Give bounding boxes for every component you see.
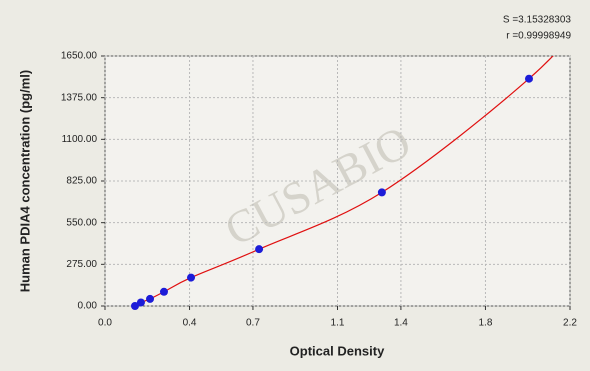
annotation: r =0.99998949 bbox=[506, 31, 571, 42]
y-tick-label: 1100.00 bbox=[62, 134, 98, 145]
x-tick-label: 1.8 bbox=[479, 318, 493, 329]
y-tick-label: 1375.00 bbox=[61, 92, 98, 103]
y-tick-label: 825.00 bbox=[66, 176, 97, 187]
data-point bbox=[187, 273, 196, 282]
x-axis-title: Optical Density bbox=[290, 343, 385, 358]
data-point bbox=[146, 294, 155, 303]
data-point bbox=[377, 188, 386, 197]
y-tick-label: 1650.00 bbox=[61, 51, 98, 62]
x-tick-label: 0.4 bbox=[183, 318, 197, 329]
fit-curve bbox=[134, 56, 554, 306]
y-axis-title: Human PDIA4 concentration (pg/ml) bbox=[17, 70, 32, 292]
y-tick-label: 275.00 bbox=[66, 259, 97, 270]
data-point bbox=[524, 74, 533, 83]
x-tick-label: 2.2 bbox=[563, 318, 577, 329]
data-point bbox=[255, 245, 264, 254]
data-point bbox=[131, 302, 140, 310]
y-tick-label: 550.00 bbox=[66, 217, 97, 228]
x-tick-label: 1.1 bbox=[331, 318, 345, 329]
data-point bbox=[136, 298, 145, 307]
plot-clip bbox=[134, 56, 554, 306]
annotation: S =3.15328303 bbox=[503, 15, 572, 26]
data-point bbox=[159, 287, 168, 296]
x-tick-label: 0.0 bbox=[98, 318, 112, 329]
y-tick-label: 0.00 bbox=[78, 301, 98, 312]
x-tick-label: 0.7 bbox=[246, 318, 260, 329]
x-tick-label: 1.4 bbox=[394, 318, 408, 329]
